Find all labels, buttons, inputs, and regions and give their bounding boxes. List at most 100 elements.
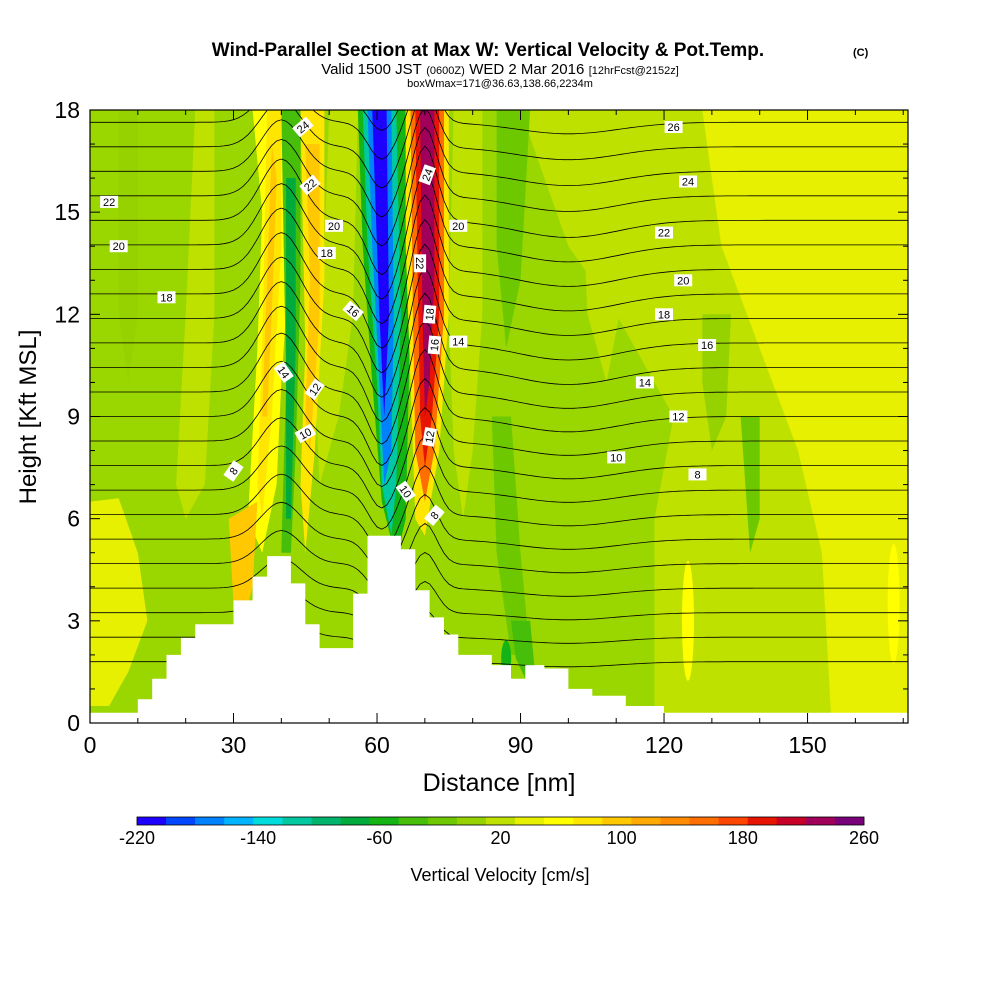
chart-subtitle: Valid 1500 JST (0600Z) WED 2 Mar 2016 [1…: [321, 61, 679, 78]
y-tick-label: 6: [67, 506, 80, 532]
colorbar-swatch: [253, 817, 283, 825]
colorbar-frame: [136, 816, 865, 826]
contour-label: 14: [449, 335, 468, 349]
colorbar-swatch: [805, 817, 836, 825]
w-region: [887, 543, 900, 664]
colorbar-swatch: [224, 817, 254, 825]
y-tick-label: 12: [54, 301, 80, 327]
contour-label-bg: [109, 240, 128, 253]
contour-label-bg: [325, 219, 343, 232]
contour-label-text: 24: [682, 177, 694, 189]
contour-label-bg: [418, 164, 436, 186]
contour-label: 14: [635, 376, 654, 389]
colorbar-swatch: [689, 817, 719, 825]
y-tick-label: 18: [54, 97, 80, 123]
contour-label-bg: [655, 308, 673, 321]
x-tick-label: 30: [221, 732, 247, 758]
contour-label: 14: [273, 361, 294, 384]
w-region: [577, 110, 636, 383]
contour-label-text: 10: [396, 484, 413, 501]
contour-label-bg: [635, 376, 654, 389]
colorbar-tick-label: -220: [119, 828, 155, 848]
x-tick-label: 120: [645, 732, 683, 758]
w-region: [681, 560, 694, 681]
colorbar-swatch: [340, 817, 370, 825]
contour-label-text: 18: [321, 248, 333, 260]
contour-label-bg: [299, 174, 321, 196]
colorbar-swatch: [544, 817, 574, 825]
x-tick-label: 150: [788, 732, 826, 758]
contour-label-bg: [414, 254, 427, 273]
contour-label: 18: [157, 291, 176, 304]
contour-label-bg: [273, 361, 294, 384]
potential-temperature-contours: [90, 110, 908, 679]
contour-label: 22: [413, 254, 427, 273]
contour-label-bg: [698, 339, 717, 351]
colorbar-tick-label: 180: [728, 828, 758, 848]
colorbar-swatch: [573, 817, 603, 825]
contour-label: 16: [698, 339, 717, 352]
contour-label-text: 10: [610, 452, 622, 464]
theta-contour: [90, 145, 908, 276]
contour-label-text: 20: [328, 221, 340, 233]
contour-label-text: 24: [420, 167, 435, 183]
w-region: [118, 110, 138, 383]
colorbar-tick-label: 20: [490, 828, 510, 848]
colorbar-swatch: [195, 817, 225, 825]
contour-label-text: 8: [228, 466, 241, 478]
colorbar-swatch: [166, 817, 196, 825]
colorbar-tick-label: 260: [849, 828, 879, 848]
contour-label: 20: [109, 240, 128, 253]
contour-label-bg: [674, 274, 693, 287]
w-region: [511, 620, 535, 679]
contour-label-bg: [424, 504, 445, 527]
contour-label-bg: [664, 121, 683, 133]
x-axis-label: Distance [nm]: [423, 769, 576, 797]
contour-label: 8: [688, 468, 707, 481]
contour-labels: 22 20 18 8 14 12 10 24 22 20 18 16 24 22 20 18 16 14 12 10 8…: [100, 116, 717, 527]
contour-label-bg: [342, 300, 364, 322]
contour-label-text: 18: [424, 308, 437, 321]
colorbar-swatch: [747, 817, 778, 825]
contour-label-text: 14: [274, 364, 291, 381]
colorbar-swatch: [427, 817, 458, 825]
contour-label-text: 22: [413, 257, 425, 269]
terrain: [90, 535, 908, 723]
contour-label-text: 12: [424, 430, 438, 444]
contour-label-text: 22: [658, 228, 670, 240]
copyright-mark: (C): [853, 47, 869, 59]
contour-label-text: 20: [452, 221, 464, 233]
contour-label-text: 20: [677, 275, 689, 287]
w-region: [314, 110, 358, 485]
theta-contour: [90, 110, 908, 218]
y-axis-label: Height [Kft MSL]: [15, 330, 42, 505]
contour-label-text: 26: [667, 122, 679, 134]
x-tick-label: 60: [364, 732, 390, 758]
contour-label-text: 10: [297, 426, 314, 443]
contour-label: 26: [664, 121, 683, 134]
contour-label: 10: [294, 423, 317, 444]
w-region: [286, 178, 296, 519]
theta-contour: [90, 378, 908, 488]
theta-contour: [90, 243, 908, 374]
colorbar-tick-label: 100: [607, 828, 637, 848]
contour-label-bg: [607, 451, 626, 464]
chart-box-info: boxWmax=171@36.63,138.66,2234m: [407, 78, 593, 90]
contour-label: 10: [607, 451, 626, 464]
colorbar-swatch: [631, 817, 661, 825]
w-region: [90, 498, 148, 706]
y-tick-label: 15: [54, 199, 80, 225]
colorbar-swatch: [776, 817, 807, 825]
contour-label-bg: [422, 304, 437, 324]
contour-label: 20: [449, 219, 468, 233]
colorbar-swatch: [515, 817, 545, 825]
contour-label: 18: [317, 247, 336, 260]
contour-label: 18: [655, 308, 673, 321]
colorbar: -220 -140 -60 20 100 180 260: [119, 816, 879, 848]
contour-label: 8: [424, 504, 445, 527]
contour-label: 20: [674, 274, 693, 287]
colorbar-swatch: [456, 817, 487, 825]
x-axis: 0 30 60 90 120 150: [84, 110, 904, 758]
colorbar-tick-label: -140: [240, 828, 276, 848]
contour-label: 10: [395, 480, 416, 503]
